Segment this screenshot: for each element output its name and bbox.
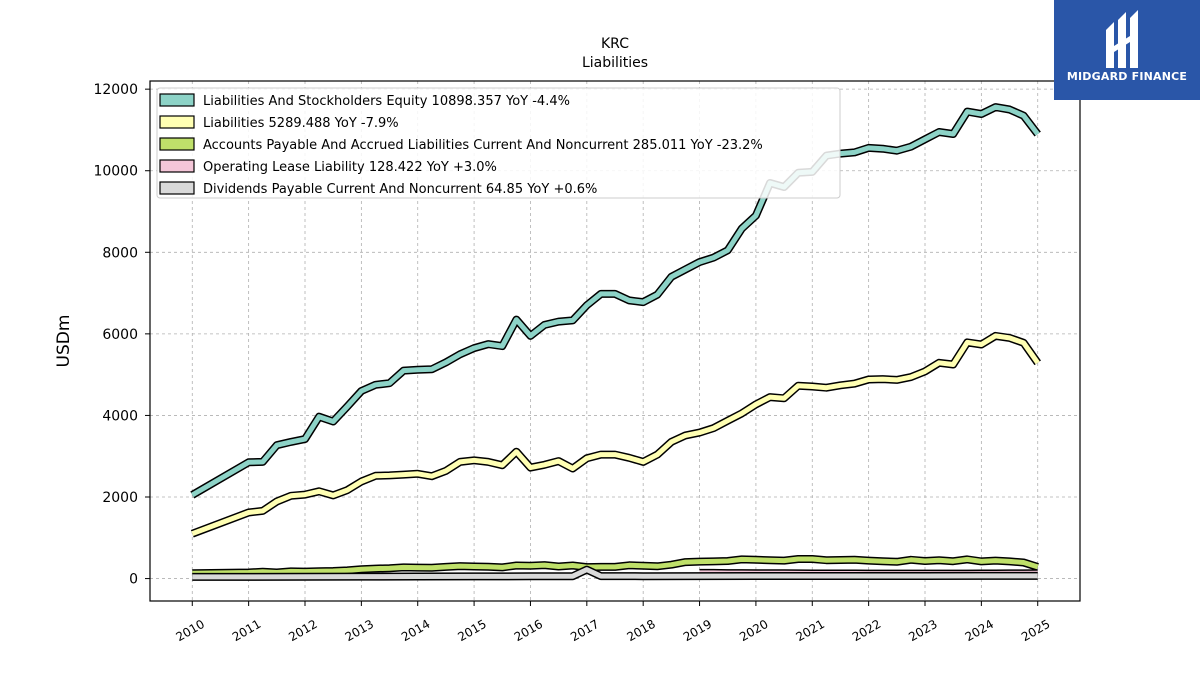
x-tick-label: 2018: [624, 617, 657, 644]
legend-label: Accounts Payable And Accrued Liabilities…: [203, 138, 763, 153]
x-tick-label: 2017: [568, 617, 601, 644]
legend-label: Liabilities 5289.488 YoY -7.9%: [203, 116, 399, 131]
y-tick-label: 6000: [102, 327, 138, 343]
y-tick-label: 0: [129, 572, 138, 588]
series-layer: [190, 103, 1041, 581]
x-tick-label: 2023: [906, 617, 939, 644]
legend-box: [156, 87, 841, 199]
legend-swatch: [159, 93, 195, 107]
series-line: [192, 556, 1039, 576]
legend-swatch: [159, 137, 195, 151]
x-tick-label: 2012: [286, 617, 319, 644]
x-tick-label: 2013: [343, 617, 376, 644]
x-axis: 2010 2011 2012 2013 2014 2015 2016 2017 2018 2019…: [174, 601, 1052, 644]
plot-frame: [149, 80, 1081, 602]
legend-swatch: [159, 159, 195, 173]
x-tick-label: 2021: [794, 617, 827, 644]
y-tick-label: 12000: [93, 82, 138, 98]
x-tick-label: 2024: [963, 617, 996, 644]
series-outline: [190, 331, 1041, 538]
legend-label: Operating Lease Liability 128.422 YoY +3…: [203, 160, 497, 175]
series-line: [191, 333, 1040, 537]
x-tick-label: 2010: [174, 617, 207, 644]
x-tick-label: 2019: [681, 617, 714, 644]
legend: Liabilities And Stockholders Equity 1089…: [156, 87, 841, 199]
x-tick-label: 2014: [399, 617, 432, 644]
brand-name: MIDGARD FINANCE: [1066, 70, 1188, 83]
x-tick-label: 2022: [850, 617, 883, 644]
x-tick-label: 2020: [737, 617, 770, 644]
legend-swatch: [159, 115, 195, 129]
brand-logo: MIDGARD FINANCE: [1054, 0, 1200, 100]
legend-swatch: [159, 181, 195, 195]
series-line: [192, 567, 1038, 580]
x-tick-label: 2025: [1019, 617, 1052, 644]
legend-label: Liabilities And Stockholders Equity 1089…: [203, 94, 570, 109]
y-axis-label: USDm: [54, 315, 74, 368]
y-tick-label: 2000: [102, 490, 138, 506]
legend-label: Dividends Payable Current And Noncurrent…: [203, 182, 597, 197]
y-tick-label: 8000: [102, 245, 138, 261]
midgard-logo-icon: [1106, 10, 1138, 68]
x-tick-label: 2016: [512, 617, 545, 644]
series-line: [191, 104, 1040, 498]
x-tick-label: 2011: [230, 617, 263, 644]
y-tick-label: 4000: [102, 408, 138, 424]
x-tick-label: 2015: [455, 617, 488, 644]
chart-title: KRC: [601, 36, 629, 52]
chart-subtitle: Liabilities: [582, 55, 648, 71]
y-tick-label: 10000: [93, 164, 138, 180]
y-axis: 0 2000 4000 6000 8000 10000 12000: [93, 82, 150, 588]
